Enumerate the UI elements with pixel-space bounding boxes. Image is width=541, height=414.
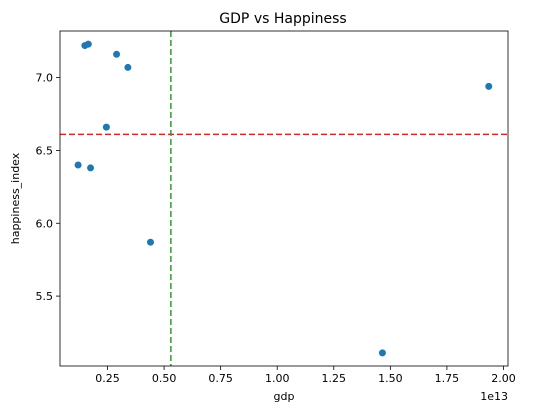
x-tick-label: 0.75 bbox=[208, 372, 233, 385]
chart-title: GDP vs Happiness bbox=[219, 11, 346, 27]
x-tick-label: 1.00 bbox=[265, 372, 290, 385]
scatter-point bbox=[102, 123, 110, 131]
x-tick-label: 1.25 bbox=[322, 372, 347, 385]
reference-lines bbox=[60, 31, 508, 366]
y-tick-label: 5.5 bbox=[36, 290, 54, 303]
x-tick-label: 2.00 bbox=[491, 372, 516, 385]
x-tick-label: 1.50 bbox=[378, 372, 403, 385]
scatter-point bbox=[378, 349, 386, 357]
scatter-point bbox=[485, 82, 493, 90]
x-tick-label: 0.50 bbox=[152, 372, 177, 385]
x-axis-label: gdp bbox=[274, 390, 295, 403]
x-axis-offset-label: 1e13 bbox=[480, 390, 508, 403]
scatter-point bbox=[113, 50, 121, 58]
scatter-point bbox=[147, 238, 155, 246]
plot-frame bbox=[59, 30, 509, 367]
scatter-point bbox=[74, 161, 82, 169]
y-tick-label: 7.0 bbox=[36, 72, 54, 85]
scatter-point bbox=[87, 164, 95, 172]
scatter-point bbox=[124, 63, 132, 71]
x-tick-label: 0.25 bbox=[95, 372, 120, 385]
y-axis-label: happiness_index bbox=[9, 152, 22, 244]
y-axis-ticks: 5.5 6.0 6.5 7.0 bbox=[36, 72, 60, 303]
data-points bbox=[74, 40, 493, 357]
y-tick-label: 6.5 bbox=[36, 144, 54, 157]
x-axis-ticks: 0.25 0.50 0.75 1.00 1.25 1.50 1.75 2.00 bbox=[95, 366, 516, 385]
y-tick-label: 6.0 bbox=[36, 217, 54, 230]
scatter-point bbox=[84, 40, 92, 48]
x-tick-label: 1.75 bbox=[435, 372, 460, 385]
